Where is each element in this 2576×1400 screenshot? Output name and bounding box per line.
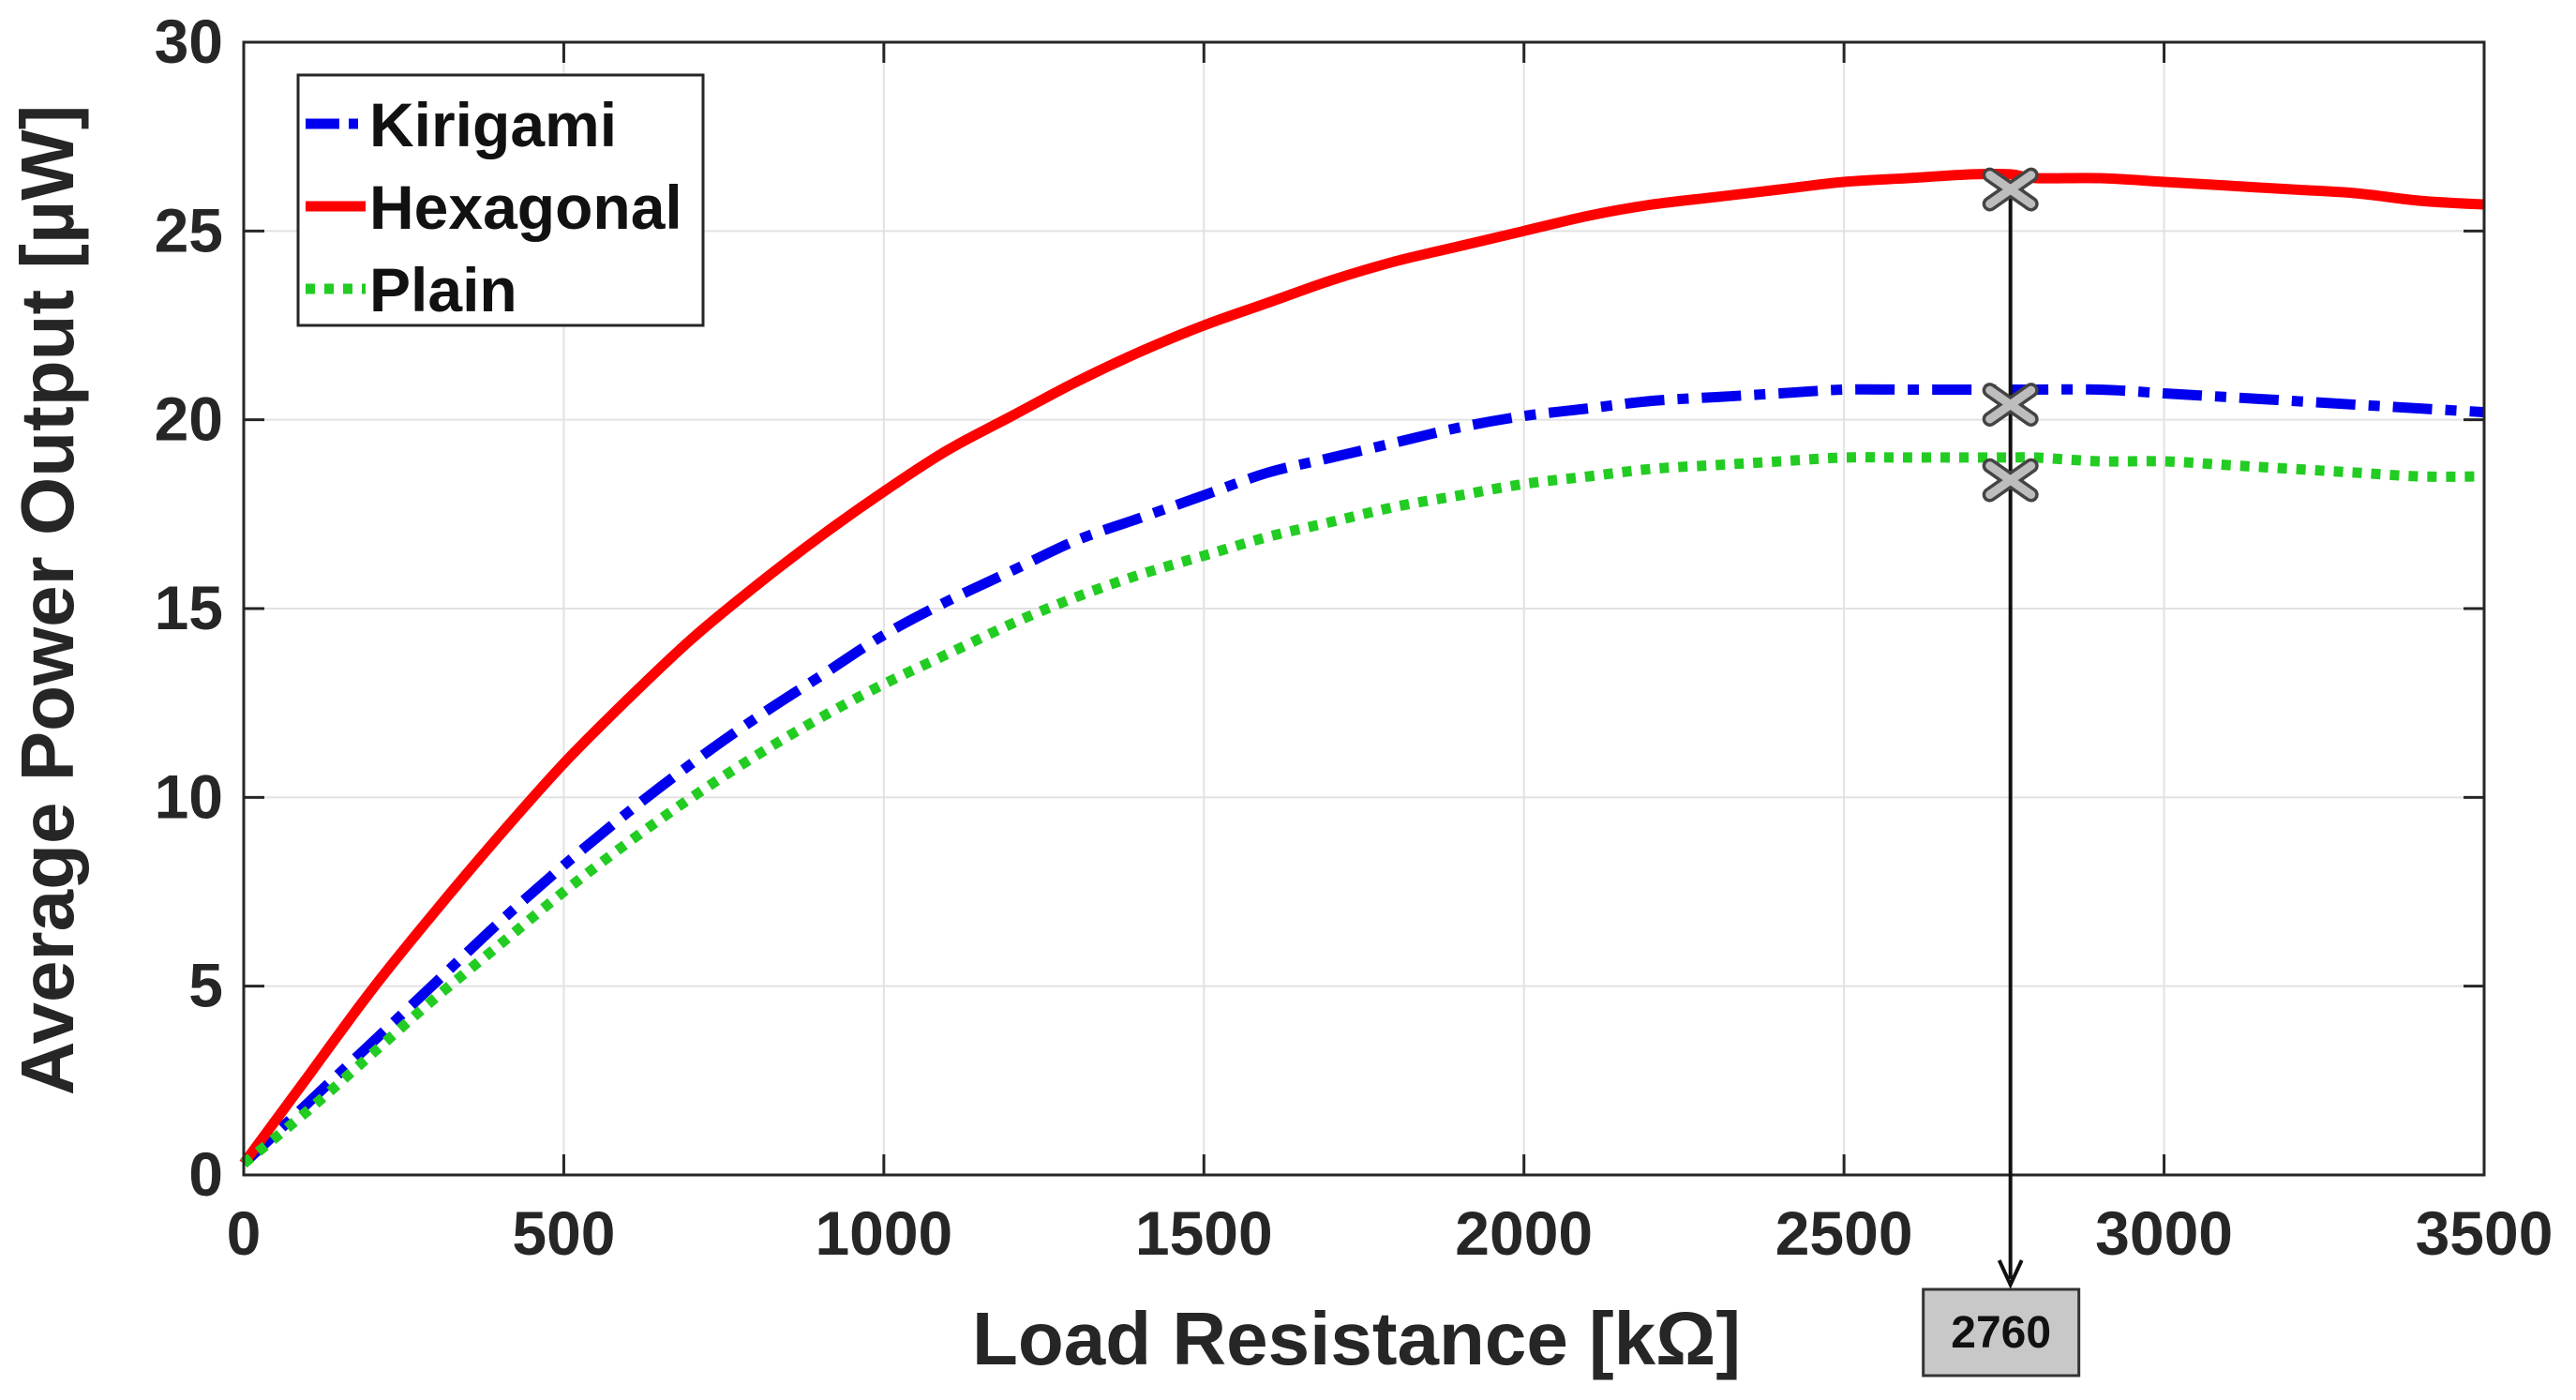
cross-marker [1985,461,2036,499]
annotation-arrowhead [1997,1259,2024,1289]
y-tick-label: 30 [155,7,223,76]
x-axis-label: Load Resistance [kΩ] [972,1297,1741,1380]
cross-marker [1985,385,2036,424]
x-tick-label: 500 [512,1198,615,1268]
x-tick-label: 2500 [1775,1198,1913,1268]
y-tick-label: 15 [155,573,223,642]
x-tick-label: 0 [227,1198,262,1268]
y-axis-label: Average Power Output [µW] [6,105,89,1096]
legend: Kirigami Hexagonal Plain [296,73,705,327]
y-tick-label: 0 [188,1139,223,1209]
y-tick-label: 5 [188,951,223,1020]
cross-marker [1985,171,2036,208]
y-tick-label: 20 [155,384,223,454]
series-line-kirigami [240,384,2485,1167]
legend-label-kirigami: Kirigami [369,90,617,159]
x-tick-label: 1500 [1135,1198,1273,1268]
x-tick-label: 2000 [1455,1198,1593,1268]
ticks: 0 500 1000 1500 2000 2500 3000 3500 0 5 10 15 20 25 30 [155,7,2554,1268]
annotation-value-label: 2760 [1951,1308,2051,1358]
series-line-plain [240,452,2485,1168]
series-layer [239,168,2485,1168]
legend-label-plain: Plain [369,255,517,324]
x-tick-label: 1000 [815,1198,952,1268]
x-tick-label: 3500 [2416,1198,2554,1268]
annotation-value-box [1922,1287,2081,1377]
legend-label-hexagonal: Hexagonal [369,173,682,242]
x-tick-label: 3000 [2095,1198,2233,1268]
series-line-hexagonal [239,168,2485,1167]
y-tick-label: 10 [155,761,223,831]
y-tick-label: 25 [155,195,223,264]
annotation-layer: 2760 [1922,167,2081,1377]
